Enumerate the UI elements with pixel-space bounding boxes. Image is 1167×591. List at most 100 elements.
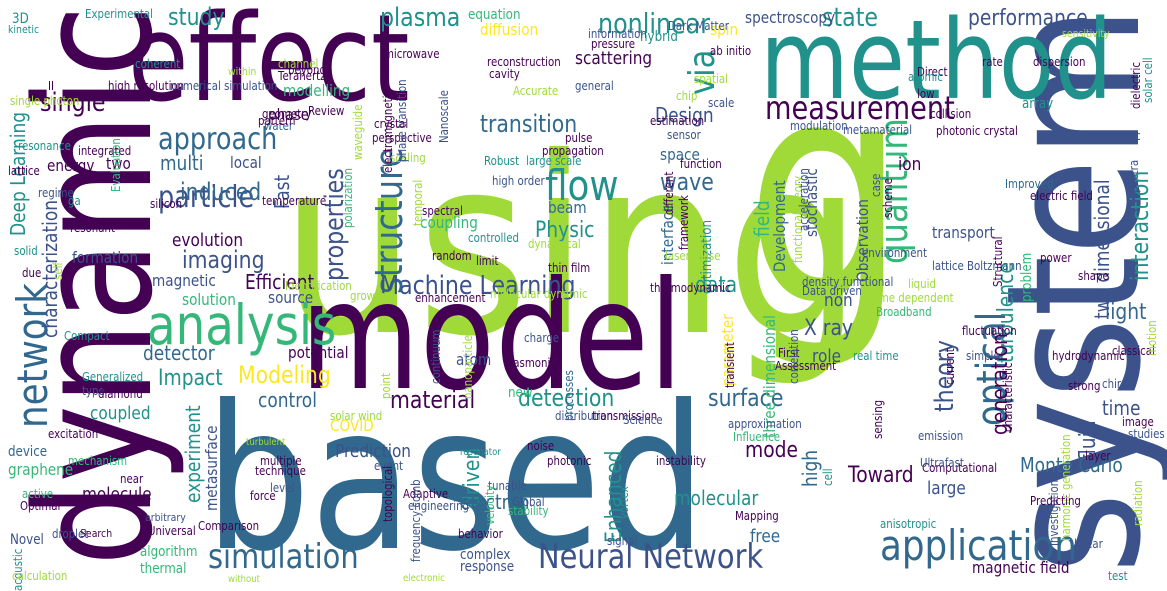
- word-single-photon-287: single photon: [10, 94, 80, 108]
- word-thin-film-252: thin film: [548, 261, 591, 275]
- word-optimal-154: Optimal: [20, 499, 61, 513]
- word-noise-119: noise: [527, 439, 555, 453]
- word-investigation-196: Investigation: [1047, 480, 1061, 547]
- word-solar-cell-220: solar cell: [1141, 57, 1155, 103]
- word-metasurface-110: metasurface: [202, 425, 221, 511]
- word-single-29: single: [40, 88, 106, 118]
- word-resonator-299: resonator: [460, 447, 501, 458]
- word-photonic-120: photonic: [547, 454, 592, 468]
- word-framework-257: framework: [677, 195, 691, 251]
- word-time-dependent-207: time dependent: [872, 291, 954, 305]
- word-simple-193: simple: [966, 349, 1000, 363]
- word-reconstruction-237: reconstruction: [487, 55, 561, 69]
- word-ii-291: II: [48, 79, 55, 93]
- word-study-24: study: [168, 3, 225, 31]
- word-active-153: active: [22, 487, 54, 501]
- word-3d-116: 3D: [12, 11, 29, 27]
- word-arbitrary-163: arbitrary: [145, 511, 186, 524]
- word-two-99: two: [106, 154, 131, 173]
- word-experiment-65: experiment: [181, 405, 205, 503]
- word-multi-55: multi: [160, 151, 204, 175]
- word-studies-130: studies: [1128, 427, 1165, 441]
- word-numerical-simulation-293: numerical simulation: [170, 79, 278, 93]
- word-transport-105: transport: [932, 223, 995, 242]
- word-frequency-comb-170: frequency comb: [409, 479, 423, 563]
- word-within-294: within: [228, 65, 257, 78]
- word-phase-102: phase: [268, 105, 310, 124]
- word-diffusion-90: diffusion: [480, 20, 539, 39]
- word-assessment-189: Assessment: [775, 359, 837, 373]
- word-silicon-141: silicon: [150, 197, 183, 211]
- word-science-188: Science: [623, 413, 663, 427]
- word-test-201: test: [1108, 569, 1128, 583]
- word-resonance-285: resonance: [18, 139, 71, 153]
- word-light-37: light: [1105, 300, 1147, 325]
- word-type-149: type: [82, 384, 105, 398]
- word-high-order-247: high order: [492, 174, 545, 188]
- word-generalized-148: Generalized: [82, 370, 144, 384]
- word-improved-214: Improved: [1005, 177, 1054, 191]
- word-time-49: time: [1102, 396, 1141, 420]
- word-new-104: new: [508, 385, 533, 401]
- word-experimental-290: Experimental: [85, 7, 154, 21]
- word-data-driven-205: Data driven: [802, 284, 862, 298]
- word-integrated-284: integrated: [78, 144, 132, 158]
- word-atom-82: atom: [456, 350, 492, 369]
- word-coherent-289: coherent: [135, 57, 181, 71]
- word-water-117: water: [264, 119, 294, 133]
- word-induced-30: induced: [180, 178, 262, 206]
- word-behavior-123: behavior: [458, 527, 503, 541]
- word-estimation-241: estimation: [650, 114, 705, 128]
- word-power-138: power: [1040, 251, 1072, 265]
- word-dispersion-221: dispersion: [1033, 55, 1086, 69]
- word-beyond-277: beyond: [288, 63, 326, 77]
- word-processes-185: processes: [562, 370, 576, 421]
- word-complex-70: complex: [460, 547, 511, 563]
- word-robust-246: Robust: [484, 154, 520, 168]
- word-solid-144: solid: [14, 244, 38, 258]
- word-flow-13: flow: [545, 161, 619, 210]
- word-scheme-261: scheme: [881, 178, 895, 218]
- word-search-162: Search: [80, 527, 113, 540]
- word-free-69: free: [750, 526, 781, 547]
- word-algorithm-111: algorithm: [140, 544, 198, 560]
- word-lattice-286: lattice: [8, 164, 40, 178]
- word-fluctuation-136: fluctuation: [962, 324, 1017, 338]
- word-solar-wind-177: solar wind: [330, 409, 383, 423]
- word-polarization-267: polarization: [341, 168, 355, 229]
- word-magnetic-field-68: magnetic field: [972, 558, 1070, 577]
- word-non-80: non: [824, 290, 853, 311]
- word-chiral-132: chiral: [1102, 377, 1131, 391]
- word-performance-26: performance: [968, 6, 1088, 31]
- word-different-256: different: [662, 172, 676, 216]
- word-approach-21: approach: [158, 122, 278, 157]
- word-sensing-203: sensing: [871, 399, 885, 440]
- word-emission-128: emission: [918, 429, 964, 443]
- word-spin-93: spin: [710, 20, 739, 39]
- word-equation-89: equation: [468, 7, 521, 23]
- word-random-254: random: [432, 249, 472, 263]
- word-shape-137: shape: [1078, 269, 1109, 283]
- word-accurate-239: Accurate: [513, 84, 559, 98]
- word-influence-187: Influence: [733, 430, 780, 444]
- word-detection-42: detection: [518, 384, 615, 412]
- word-propagation-244: propagation: [542, 144, 604, 158]
- word-global-122: Global: [512, 495, 545, 509]
- word-prediction-64: Prediction: [335, 441, 412, 462]
- word-magnetic-74: magnetic: [152, 271, 216, 290]
- word-problem-106: problem: [1019, 253, 1035, 303]
- word-source-79: source: [268, 288, 314, 307]
- word-measurement-12: measurement: [765, 89, 955, 127]
- word-charge-181: charge: [524, 331, 560, 345]
- word-due-145: due: [22, 266, 42, 280]
- word-cell-125: cell: [821, 468, 835, 486]
- word-droplet-157: droplet: [52, 527, 89, 541]
- word-impact-46: Impact: [158, 366, 223, 391]
- word-growth-266: growth: [350, 289, 386, 303]
- word-thermal-112: thermal: [140, 561, 187, 577]
- word-temporal-269: temporal: [411, 179, 425, 226]
- word-solution-75: solution: [182, 290, 236, 309]
- word-ga-140: ga: [68, 194, 81, 208]
- word-large-scale-245: large scale: [526, 154, 582, 168]
